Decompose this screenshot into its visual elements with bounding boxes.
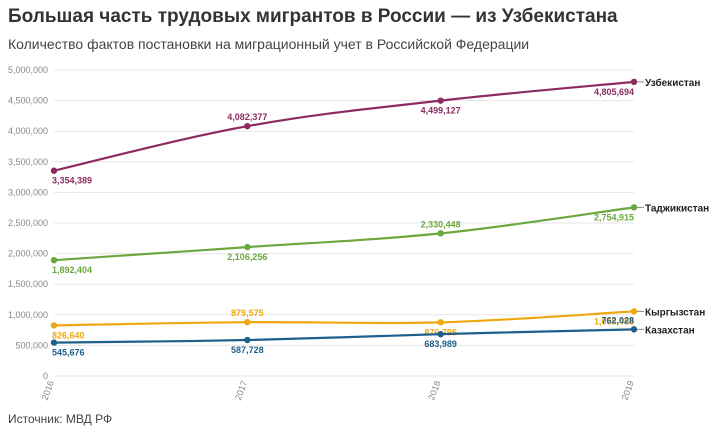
y-tick-label: 0 xyxy=(43,371,48,381)
series-label: Кыргызстан xyxy=(645,307,705,318)
x-tick-label: 2018 xyxy=(426,379,442,401)
data-point xyxy=(244,318,251,326)
data-label: 4,805,694 xyxy=(594,87,634,97)
data-label: 1,892,404 xyxy=(52,265,92,275)
data-point xyxy=(437,330,444,338)
y-tick-label: 4,500,000 xyxy=(8,96,48,106)
series-line xyxy=(53,310,635,327)
data-point xyxy=(244,243,251,251)
series-line xyxy=(53,80,635,172)
y-tick-label: 3,500,000 xyxy=(8,157,48,167)
data-label: 1,055,458 xyxy=(594,316,634,326)
data-point xyxy=(630,326,638,333)
data-label: 4,499,127 xyxy=(421,106,461,116)
data-point xyxy=(630,308,638,315)
data-point xyxy=(50,256,58,264)
data-label: 4,082,377 xyxy=(227,112,267,122)
chart-title: Большая часть трудовых мигрантов в Росси… xyxy=(8,6,618,27)
y-tick-label: 2,000,000 xyxy=(8,249,48,259)
x-tick-label: 2019 xyxy=(620,379,636,401)
data-label: 2,106,256 xyxy=(227,252,267,262)
data-label: 3,354,389 xyxy=(52,176,92,186)
data-point xyxy=(244,122,251,130)
y-tick-label: 4,000,000 xyxy=(8,126,48,136)
data-point xyxy=(244,336,251,344)
data-label: 762,028 xyxy=(601,315,634,325)
data-label: 545,676 xyxy=(52,348,85,358)
series-label: Казахстан xyxy=(645,325,695,336)
series-line xyxy=(53,328,635,344)
data-point xyxy=(630,204,638,211)
series-label: Узбекистан xyxy=(645,77,700,89)
data-point xyxy=(50,167,58,174)
x-tick-label: 2017 xyxy=(233,379,249,401)
source-note: Источник: МВД РФ xyxy=(8,412,113,426)
chart-subtitle: Количество фактов постановки на миграцио… xyxy=(8,36,530,52)
y-tick-label: 1,000,000 xyxy=(8,310,48,320)
data-point xyxy=(50,339,58,346)
x-tick-label: 2016 xyxy=(40,379,56,401)
data-label: 683,989 xyxy=(424,339,457,349)
series-label: Таджикистан xyxy=(645,203,709,214)
y-tick-label: 3,000,000 xyxy=(8,187,48,197)
data-point xyxy=(630,78,638,86)
series-line xyxy=(53,206,635,262)
y-tick-label: 2,500,000 xyxy=(8,218,48,228)
data-label: 587,728 xyxy=(231,345,264,355)
y-tick-label: 5,000,000 xyxy=(8,65,48,75)
y-tick-label: 1,500,000 xyxy=(8,279,48,289)
data-label: 2,754,915 xyxy=(594,212,634,222)
data-label: 826,640 xyxy=(52,330,85,340)
data-point xyxy=(437,97,444,104)
data-label: 879,575 xyxy=(231,308,264,318)
data-point xyxy=(437,319,444,326)
data-label: 2,330,448 xyxy=(421,219,461,229)
y-tick-label: 500,000 xyxy=(15,340,48,350)
data-point xyxy=(437,230,444,237)
data-point xyxy=(50,322,58,329)
